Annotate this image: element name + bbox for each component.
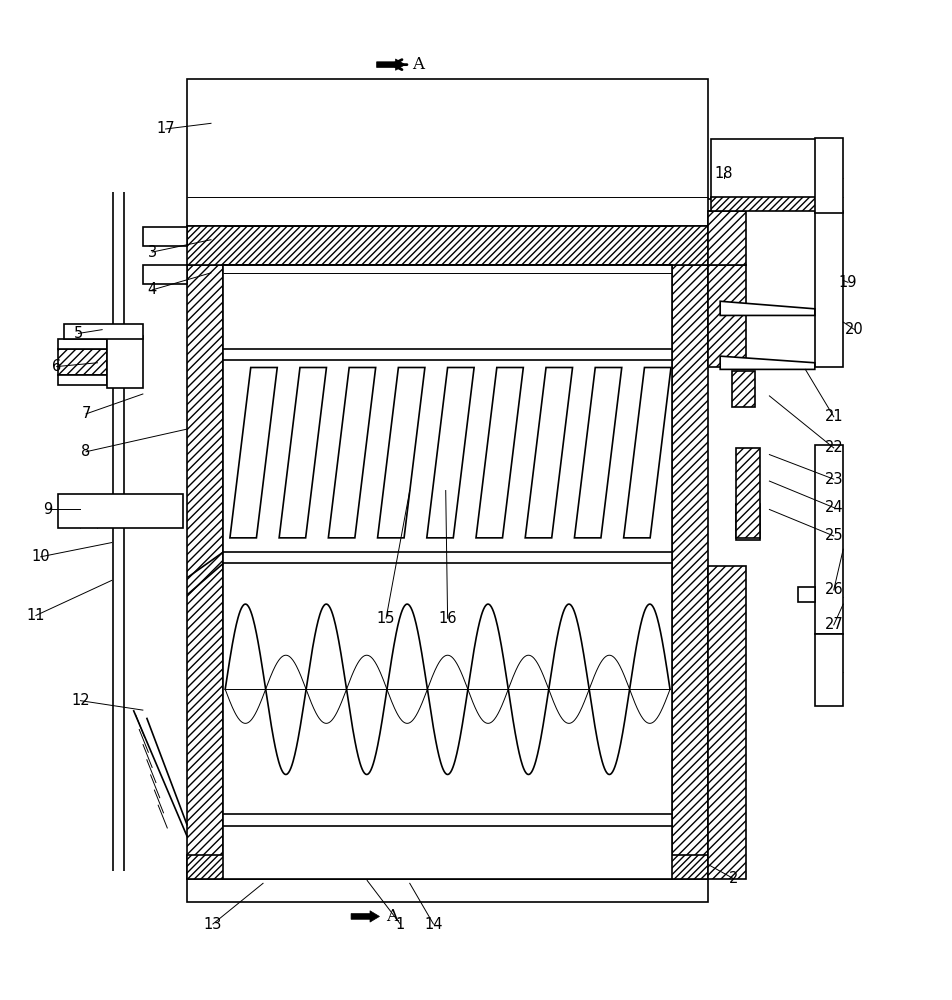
Text: 14: 14	[425, 917, 443, 932]
Bar	[65, 324, 143, 339]
Polygon shape	[476, 367, 524, 538]
Bar	[58, 339, 107, 349]
Text: 4: 4	[148, 282, 157, 297]
Text: 15: 15	[377, 611, 395, 626]
Polygon shape	[574, 367, 622, 538]
Text: 16: 16	[438, 611, 457, 626]
Bar	[188, 265, 224, 879]
Bar	[708, 566, 745, 879]
Bar	[731, 371, 755, 407]
Text: 18: 18	[715, 166, 733, 181]
Text: A: A	[411, 56, 424, 73]
Bar	[711, 197, 817, 211]
Bar	[672, 265, 708, 879]
Polygon shape	[279, 367, 327, 538]
Text: 2: 2	[728, 871, 738, 886]
Text: 25: 25	[824, 528, 843, 543]
Text: 10: 10	[31, 549, 50, 564]
Text: 6: 6	[52, 359, 61, 374]
Text: 23: 23	[824, 472, 843, 487]
Text: 27: 27	[824, 617, 843, 632]
Text: 22: 22	[824, 440, 843, 455]
Text: 7: 7	[81, 406, 90, 421]
Text: 19: 19	[839, 275, 857, 290]
Bar	[711, 139, 817, 199]
Bar	[815, 634, 843, 706]
Text: 26: 26	[824, 582, 843, 597]
Bar	[815, 138, 843, 213]
Polygon shape	[328, 367, 376, 538]
Text: 17: 17	[156, 121, 175, 136]
Polygon shape	[351, 911, 380, 922]
Bar	[58, 375, 107, 385]
Bar	[736, 504, 760, 540]
Text: A: A	[387, 908, 398, 925]
Polygon shape	[720, 301, 815, 315]
Text: 12: 12	[71, 693, 89, 708]
Text: 5: 5	[74, 326, 83, 341]
Text: 1: 1	[396, 917, 405, 932]
Polygon shape	[378, 367, 425, 538]
Bar	[188, 79, 708, 226]
Polygon shape	[720, 356, 815, 369]
Polygon shape	[230, 367, 277, 538]
Polygon shape	[526, 367, 572, 538]
Bar	[143, 265, 188, 284]
Polygon shape	[426, 367, 474, 538]
Text: 20: 20	[845, 322, 864, 337]
Bar	[188, 855, 708, 879]
Polygon shape	[624, 367, 671, 538]
Text: 3: 3	[148, 245, 157, 260]
Bar	[815, 445, 843, 634]
Bar	[224, 265, 672, 879]
Bar	[188, 226, 708, 265]
Bar	[736, 448, 760, 538]
Polygon shape	[377, 59, 405, 70]
Bar	[58, 349, 107, 375]
Bar	[107, 336, 143, 388]
Text: 13: 13	[204, 917, 222, 932]
Text: 8: 8	[82, 444, 90, 459]
Text: 11: 11	[27, 608, 45, 623]
Text: 21: 21	[824, 409, 843, 424]
Bar	[708, 265, 745, 367]
Text: 9: 9	[43, 502, 52, 517]
Polygon shape	[798, 587, 815, 602]
Bar	[708, 211, 745, 265]
Bar	[815, 211, 843, 367]
Text: 24: 24	[824, 500, 843, 515]
Bar	[143, 227, 188, 246]
Bar	[188, 879, 708, 902]
Bar	[58, 494, 183, 528]
